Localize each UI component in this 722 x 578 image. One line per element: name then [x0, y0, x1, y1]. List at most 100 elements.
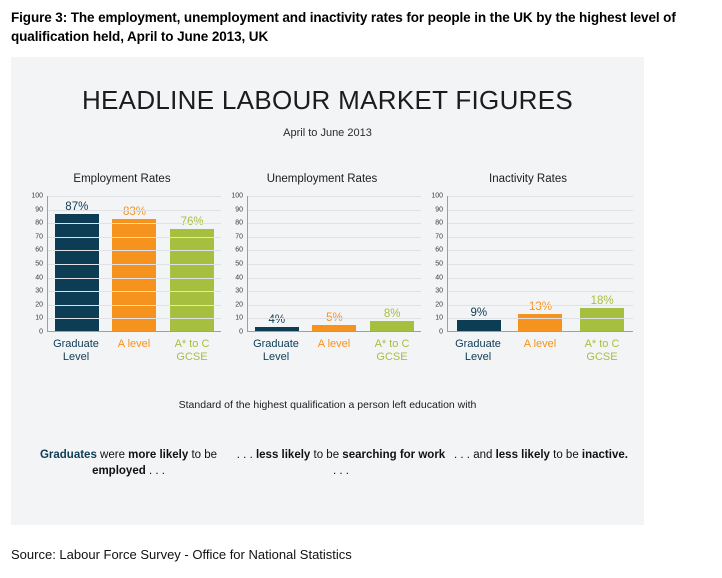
- bar[interactable]: 4%: [254, 314, 299, 332]
- bar-value-label: 87%: [65, 200, 89, 213]
- x-labels-employment: Graduate Level A level A* to C GCSE: [47, 338, 221, 364]
- bars-employment: 87% 83% 76%: [48, 196, 221, 332]
- gridline: [48, 236, 221, 238]
- y-tick-label: 70: [35, 233, 43, 241]
- chart-panel-title: Employment Rates: [73, 173, 171, 185]
- bar[interactable]: 76%: [170, 216, 215, 332]
- y-tick-label: 30: [435, 287, 443, 295]
- y-tick-label: 60: [435, 246, 443, 254]
- gridline: [48, 291, 221, 293]
- gridline: [448, 304, 633, 306]
- y-tick-label: 10: [235, 314, 243, 322]
- chart-panel-title: Unemployment Rates: [266, 173, 378, 185]
- gridline: [48, 304, 221, 306]
- gridline: [248, 209, 421, 211]
- y-tick-label: 90: [35, 206, 43, 214]
- chart-panel-unemployment: Unemployment Rates 100 90 80 70 60 50 40 30 20 10…: [223, 172, 421, 372]
- bar[interactable]: 13%: [518, 301, 563, 332]
- plot-wrap: 100 90 80 70 60 50 40 30 20 10 0 4% 5% 8% Graduate Le…: [223, 192, 421, 363]
- callout-text: . . .: [145, 465, 165, 477]
- y-axis-unemployment: 100 90 80 70 60 50 40 30 20 10 0: [223, 192, 245, 336]
- y-tick-label: 70: [235, 233, 243, 241]
- gridline: [48, 250, 221, 252]
- x-category-label: Graduate Level: [53, 338, 99, 363]
- bar[interactable]: 18%: [580, 295, 625, 332]
- gridline: [48, 209, 221, 211]
- gridline: [248, 264, 421, 265]
- bar-value-label: 9%: [470, 306, 488, 319]
- callout-bold: less likely: [495, 449, 550, 461]
- y-tick-label: 80: [435, 219, 443, 227]
- callout-unemployment: . . . less likely to be searching for wo…: [236, 447, 446, 479]
- y-tick-label: 60: [235, 246, 243, 254]
- y-tick-label: 0: [239, 328, 243, 336]
- gridline: [48, 264, 221, 265]
- source-line: Source: Labour Force Survey - Office for…: [11, 547, 352, 562]
- gridline: [248, 223, 421, 225]
- axis-caption: Standard of the highest qualification a …: [178, 399, 477, 411]
- x-category-label: A* to C GCSE: [374, 338, 410, 363]
- y-tick-label: 100: [231, 192, 243, 200]
- gridline: [448, 196, 633, 197]
- y-tick-label: 10: [435, 314, 443, 322]
- callout-bold: employed: [92, 465, 146, 477]
- bar-slot: 76%: [164, 196, 221, 332]
- x-category-label: A* to C GCSE: [174, 338, 210, 363]
- gridline: [48, 277, 221, 279]
- bar-value-label: 76%: [180, 215, 204, 228]
- callout-inactivity: . . . and less likely to be inactive.: [446, 447, 636, 463]
- callout-bold: inactive.: [581, 449, 628, 461]
- y-tick-label: 0: [439, 328, 443, 336]
- chart-panel-employment: Employment Rates 100 90 80 70 60 50 40 30 20 10 0 …: [23, 172, 221, 372]
- y-tick-label: 20: [435, 301, 443, 309]
- gridline: [48, 223, 221, 225]
- y-tick-label: 50: [435, 260, 443, 268]
- bar[interactable]: 9%: [456, 307, 501, 332]
- gridline: [248, 318, 421, 320]
- bar-value-label: 13%: [528, 301, 552, 314]
- bar-slot: 4%: [248, 196, 305, 332]
- gridline: [448, 236, 633, 238]
- bar[interactable]: 83%: [112, 206, 157, 332]
- y-tick-label: 0: [39, 328, 43, 336]
- chart-panel-inactivity: Inactivity Rates 100 90 80 70 60 50 40 30 20 10 0 …: [423, 172, 633, 372]
- bar-slot: 83%: [106, 196, 163, 332]
- y-tick-label: 20: [35, 301, 43, 309]
- bars-inactivity: 9% 13% 18%: [448, 196, 633, 332]
- callout-text: were: [96, 449, 129, 461]
- gridline: [448, 209, 633, 211]
- bar[interactable]: 5%: [312, 312, 357, 332]
- bar-value-label: 83%: [122, 206, 146, 219]
- y-axis-inactivity: 100 90 80 70 60 50 40 30 20 10 0: [423, 193, 445, 336]
- y-axis-employment: 100 90 80 70 60 50 40 30 20 10 0: [23, 193, 45, 336]
- plot-area-unemployment: 4% 5% 8%: [247, 196, 421, 332]
- callout-bold: searching for work: [342, 449, 446, 461]
- callout-text: . . .: [236, 449, 256, 461]
- gridline: [448, 277, 633, 279]
- gridline: [248, 236, 421, 238]
- gridline: [48, 331, 221, 332]
- bars-unemployment: 4% 5% 8%: [248, 196, 421, 332]
- y-tick-label: 10: [35, 314, 43, 322]
- gridline: [48, 196, 221, 197]
- y-tick-label: 30: [35, 287, 43, 295]
- plot-wrap: 100 90 80 70 60 50 40 30 20 10 0 9% 13% 18% Graduate…: [423, 193, 633, 363]
- callout-text: . . . and: [454, 449, 496, 461]
- y-tick-label: 80: [35, 219, 43, 227]
- callout-text: to be: [310, 449, 343, 461]
- x-category-label: A level: [117, 338, 151, 350]
- bar-slot: 18%: [572, 196, 633, 332]
- x-category-label: A* to C GCSE: [584, 338, 620, 363]
- callout-text: . . .: [333, 465, 349, 477]
- gridline: [448, 331, 633, 332]
- bar-slot: 5%: [306, 196, 363, 332]
- bar-slot: 9%: [448, 196, 509, 332]
- bar[interactable]: 8%: [370, 308, 415, 332]
- gridline: [448, 223, 633, 225]
- bar[interactable]: 87%: [54, 201, 99, 332]
- gridline: [248, 277, 421, 279]
- x-category-label: Graduate Level: [253, 338, 299, 363]
- chart-title: HEADLINE LABOUR MARKET FIGURES: [81, 85, 574, 115]
- y-tick-label: 70: [435, 233, 443, 241]
- gridline: [248, 291, 421, 293]
